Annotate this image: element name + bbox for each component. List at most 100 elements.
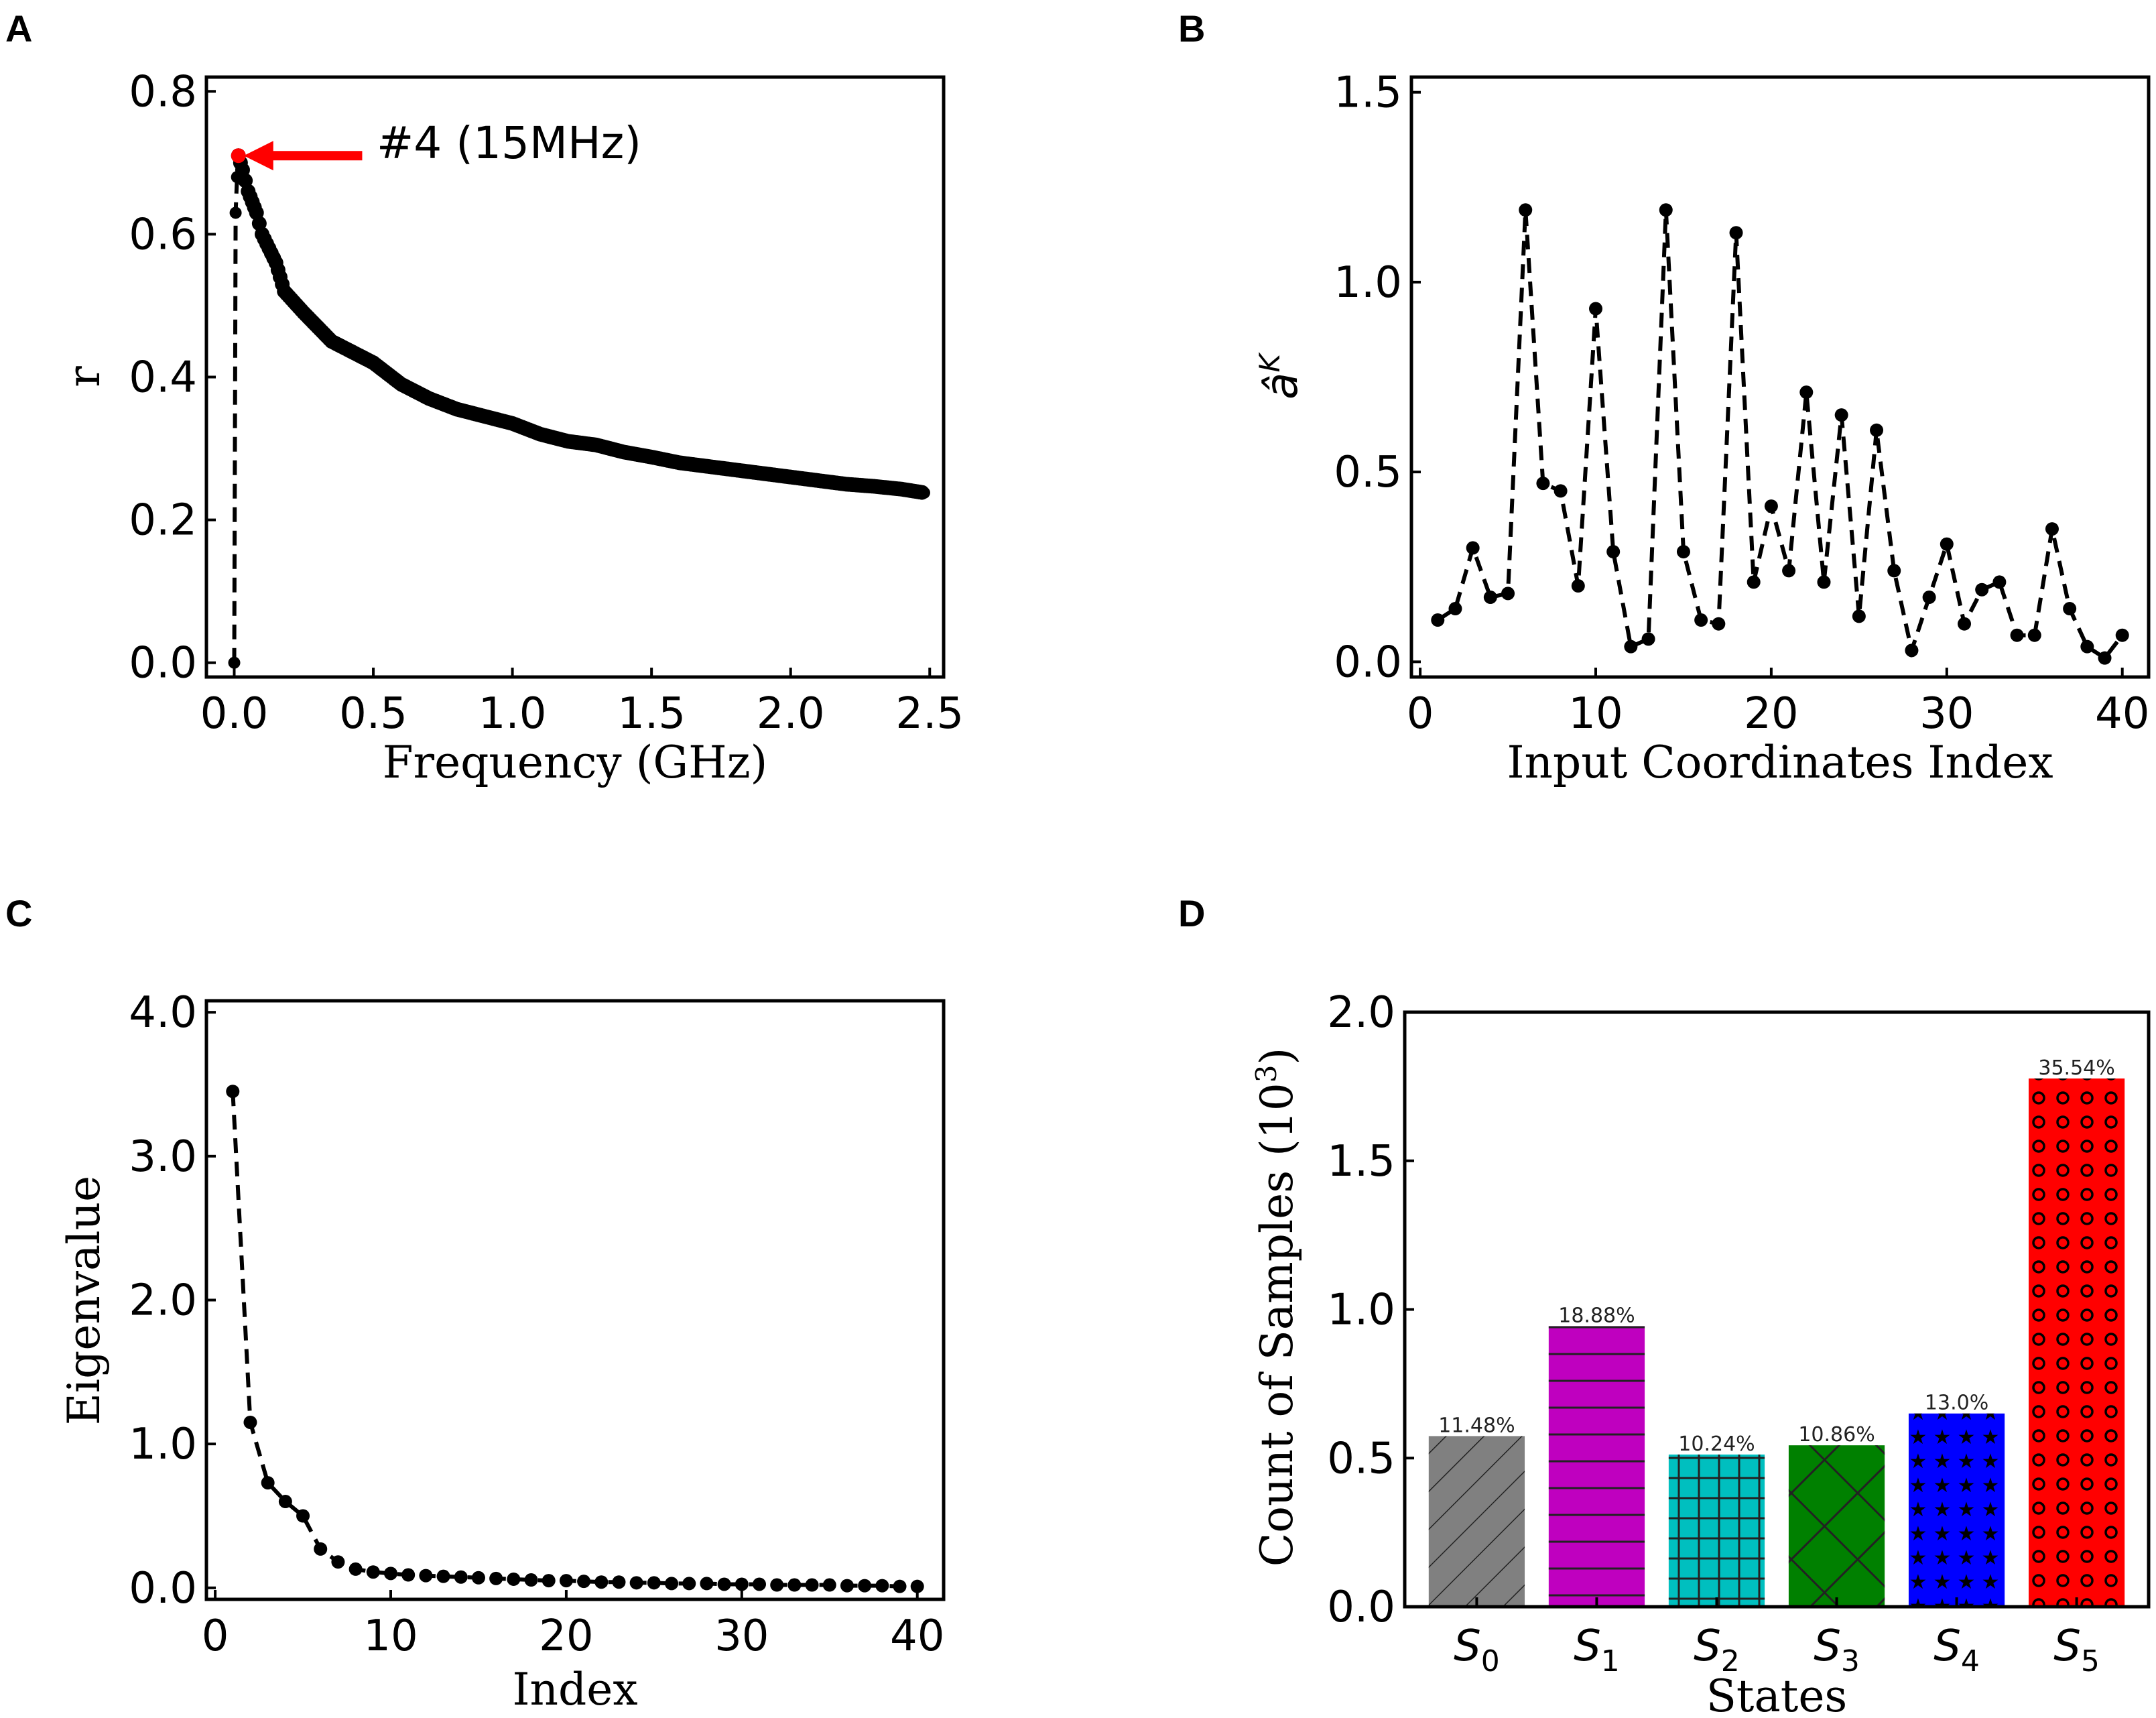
point-c-26	[682, 1577, 696, 1591]
x-tick-label-d-1: S1	[1574, 1621, 1620, 1678]
x-axis-label-b: Input Coordinates Index	[1507, 737, 2053, 788]
bar-label-3: 10.86%	[1798, 1423, 1875, 1447]
x-tick-label-d-5-sub: 5	[2081, 1644, 2100, 1678]
x-tick-label-a-0: 0.0	[200, 689, 269, 739]
series-line-c	[231, 1091, 917, 1589]
x-tick-label-c-0: 0	[202, 1611, 229, 1661]
series-line-a	[232, 155, 925, 663]
point-b-11	[1624, 639, 1638, 654]
point-b-1	[1448, 602, 1462, 616]
point-b-34	[2027, 628, 2041, 642]
point-b-17	[1729, 226, 1743, 240]
x-tick-label-d-0: S0	[1454, 1621, 1500, 1678]
bar-hatch-2	[1668, 1454, 1765, 1607]
annotation-arrow-head-a	[243, 141, 273, 171]
y-tick-label-a-0: 0.0	[129, 639, 197, 688]
point-c-36	[858, 1579, 872, 1593]
x-tick-label-a-1: 0.5	[339, 689, 407, 739]
x-axis-label-c: Index	[512, 1664, 637, 1715]
point-b-12	[1641, 632, 1655, 646]
point-b-10	[1606, 545, 1621, 559]
point-c-16	[507, 1572, 521, 1586]
point-c-11	[419, 1569, 433, 1583]
point-a-0	[228, 656, 241, 669]
x-axis-label-d: States	[1706, 1670, 1848, 1718]
bar-label-0: 11.48%	[1438, 1414, 1515, 1437]
svg-text:Count of Samples (103): Count of Samples (103)	[1250, 1048, 1303, 1567]
point-c-32	[787, 1578, 802, 1592]
bar-hatch-1	[1548, 1326, 1645, 1607]
point-c-19	[559, 1574, 573, 1588]
y-tick-label-a-2: 0.4	[129, 353, 197, 403]
point-c-1	[243, 1415, 257, 1429]
point-c-2	[261, 1476, 275, 1490]
point-c-13	[454, 1570, 468, 1584]
point-c-0	[226, 1085, 240, 1099]
point-c-33	[805, 1578, 819, 1592]
x-tick-label-c-2: 20	[539, 1611, 593, 1661]
x-tick-label-d-5: S5	[2053, 1621, 2100, 1678]
y-tick-label-d-3: 1.5	[1327, 1137, 1395, 1186]
x-tick-label-b-3: 30	[1919, 689, 1974, 739]
point-b-28	[1922, 591, 1936, 605]
y-tick-label-b-2: 1.0	[1334, 258, 1402, 308]
point-b-36	[2063, 602, 2077, 616]
point-c-39	[910, 1579, 924, 1593]
y-tick-label-c-3: 3.0	[129, 1132, 197, 1182]
point-b-9	[1589, 302, 1602, 316]
x-tick-label-a-4: 2.0	[757, 689, 825, 739]
x-tick-label-d-5-base: S	[2053, 1621, 2081, 1671]
point-c-23	[629, 1576, 643, 1590]
point-c-21	[594, 1575, 609, 1589]
bar-label-5: 35.54%	[2038, 1056, 2114, 1080]
series-c	[226, 1085, 924, 1593]
panel-a: 0.0 0.2 0.4 0.6 0.8 0.0 0.5 1.0 1.5 2.0 2.5 Freque…	[58, 67, 964, 788]
point-b-33	[2010, 628, 2024, 642]
y-axis-label-b-sup: K	[1253, 352, 1286, 373]
x-tick-label-d-1-base: S	[1574, 1621, 1601, 1671]
y-axis-label-d-base: Count of Samples (10	[1251, 1083, 1303, 1567]
point-b-38	[2098, 651, 2112, 665]
y-tick-label-a-4: 0.8	[129, 67, 197, 117]
bar-label-1: 18.88%	[1558, 1304, 1635, 1327]
x-tick-label-a-3: 1.5	[617, 689, 686, 739]
point-b-8	[1571, 579, 1585, 593]
point-c-28	[717, 1577, 731, 1591]
panel-c: 0.0 1.0 2.0 3.0 4.0 0 10 20 30 40 Index Eigenvalu…	[58, 988, 946, 1715]
x-tick-label-b-1: 10	[1568, 689, 1623, 739]
point-b-32	[1992, 575, 2007, 589]
point-c-25	[665, 1577, 679, 1591]
x-tick-label-b-0: 0	[1407, 689, 1434, 739]
x-tick-label-d-2-base: S	[1694, 1621, 1721, 1671]
point-c-34	[822, 1578, 836, 1592]
point-b-7	[1553, 484, 1568, 498]
x-tick-label-c-3: 30	[714, 1611, 769, 1661]
point-b-2	[1466, 541, 1480, 555]
bar-hatch-4	[1908, 1413, 2005, 1607]
point-b-27	[1905, 643, 1919, 658]
point-c-29	[735, 1577, 749, 1591]
point-c-12	[436, 1569, 450, 1583]
x-tick-label-a-5: 2.5	[895, 689, 964, 739]
point-b-4	[1501, 587, 1515, 601]
x-tick-label-a-2: 1.0	[479, 689, 547, 739]
series-line-b	[1436, 210, 2125, 661]
y-tick-label-c-4: 4.0	[129, 988, 197, 1038]
point-a-1	[229, 206, 242, 219]
point-b-24	[1852, 609, 1866, 623]
x-tick-label-b-4: 40	[2095, 689, 2149, 739]
point-c-27	[700, 1577, 714, 1591]
point-c-31	[770, 1578, 784, 1592]
ticks-d: 0.00.51.01.52.0S0 S1 S2 S3 S4 S5	[1327, 988, 2100, 1678]
annotation-label-a: #4 (15MHz)	[377, 117, 641, 169]
x-tick-label-d-4-base: S	[1933, 1621, 1961, 1671]
point-c-8	[366, 1565, 380, 1579]
panel-letter-a: A	[5, 7, 32, 50]
x-tick-label-d-4: S4	[1933, 1621, 1980, 1678]
point-b-20	[1782, 564, 1796, 578]
y-tick-label-b-3: 1.5	[1334, 68, 1402, 118]
svg-text:âK: âK	[1253, 352, 1308, 400]
y-tick-label-c-0: 0.0	[129, 1564, 197, 1613]
x-tick-label-c-1: 10	[363, 1611, 418, 1661]
panel-letter-b: B	[1178, 7, 1205, 50]
